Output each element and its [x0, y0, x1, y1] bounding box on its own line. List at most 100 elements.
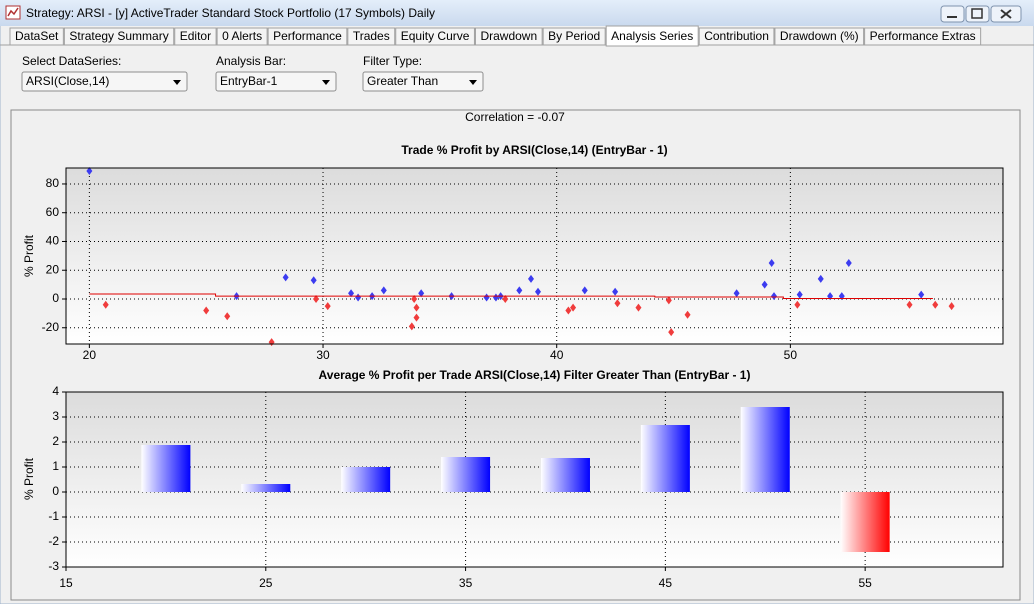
- trade-point: [203, 306, 210, 315]
- bar: [640, 425, 690, 492]
- tab-label[interactable]: Drawdown (%): [780, 29, 859, 43]
- x-tick-label: 20: [83, 348, 97, 362]
- x-tick-label: 15: [59, 576, 73, 590]
- title-bar: [0, 0, 1034, 26]
- average-line: [89, 293, 933, 300]
- tab[interactable]: Performance: [267, 27, 348, 46]
- tab-label[interactable]: Contribution: [704, 29, 769, 43]
- tab[interactable]: Analysis Series: [605, 25, 699, 47]
- tab[interactable]: Equity Curve: [395, 27, 475, 46]
- dropdown-arrow[interactable]: [469, 80, 477, 85]
- bar: [540, 458, 590, 492]
- trade-point: [581, 286, 588, 295]
- trade-point: [324, 302, 331, 311]
- tab[interactable]: Drawdown (%): [774, 27, 865, 46]
- dropdown-value[interactable]: ARSI(Close,14): [26, 74, 109, 88]
- dropdown-arrow[interactable]: [173, 80, 181, 85]
- x-tick-label: 35: [459, 576, 473, 590]
- tab[interactable]: Contribution: [698, 27, 775, 46]
- tab-body[interactable]: [9, 27, 64, 46]
- tab[interactable]: Performance Extras: [864, 27, 982, 46]
- dropdown[interactable]: Greater Than: [362, 71, 484, 92]
- dropdown-value[interactable]: Greater Than: [367, 74, 438, 88]
- trade-point: [516, 286, 523, 295]
- tab-body[interactable]: [605, 25, 699, 47]
- tab-body[interactable]: [395, 27, 475, 46]
- trade-point: [224, 312, 231, 321]
- tab[interactable]: Trades: [347, 27, 396, 46]
- trade-point: [408, 322, 415, 331]
- bar: [141, 445, 191, 492]
- trade-point: [411, 294, 418, 303]
- bar: [441, 457, 491, 492]
- dropdown[interactable]: ARSI(Close,14): [21, 71, 188, 92]
- y-tick-label: -1: [48, 509, 59, 523]
- y-tick-label: 20: [46, 262, 60, 276]
- tab-label[interactable]: Trades: [353, 29, 390, 43]
- tab-body[interactable]: [698, 27, 775, 46]
- trade-point: [492, 293, 499, 302]
- bar: [740, 407, 790, 492]
- dropdown-box[interactable]: [362, 71, 484, 92]
- tab-label[interactable]: Performance Extras: [870, 29, 976, 43]
- control-label: Filter Type:: [363, 54, 422, 68]
- trade-point: [612, 287, 619, 296]
- y-tick-label: 0: [52, 484, 59, 498]
- tab-label[interactable]: 0 Alerts: [222, 29, 262, 43]
- y-tick-label: 0: [52, 291, 59, 305]
- trade-point: [413, 303, 420, 312]
- trade-point: [733, 289, 740, 298]
- tab-label[interactable]: DataSet: [15, 29, 59, 43]
- tab[interactable]: By Period: [542, 27, 606, 46]
- tab-label[interactable]: Drawdown: [480, 29, 537, 43]
- trade-point: [380, 286, 387, 295]
- tab-label[interactable]: By Period: [548, 29, 600, 43]
- tab-body[interactable]: [63, 27, 175, 46]
- chart-title: Trade % Profit by ARSI(Close,14) (EntryB…: [401, 143, 667, 157]
- tab-body[interactable]: [174, 27, 217, 46]
- tab-label[interactable]: Strategy Summary: [69, 29, 168, 43]
- tab[interactable]: Strategy Summary: [63, 27, 175, 46]
- trade-point: [684, 310, 691, 319]
- dropdown-box[interactable]: [21, 71, 188, 92]
- y-tick-label: 1: [52, 459, 59, 473]
- tab[interactable]: Editor: [174, 27, 217, 46]
- close-glyph: [1000, 9, 1012, 19]
- trade-point: [565, 306, 572, 315]
- correlation: Correlation = -0.07: [465, 110, 565, 124]
- trade-point: [614, 299, 621, 308]
- dropdown-box[interactable]: [215, 71, 337, 92]
- tab-body[interactable]: [864, 27, 982, 46]
- trade-point: [948, 302, 955, 311]
- dropdown[interactable]: EntryBar-1: [215, 71, 337, 92]
- trade-point: [794, 300, 801, 309]
- control-label: Analysis Bar:: [216, 54, 286, 68]
- tab-body[interactable]: [267, 27, 348, 46]
- dropdown-value[interactable]: EntryBar-1: [220, 74, 278, 88]
- minimize-button[interactable]: [940, 5, 965, 23]
- x-tick-label: 25: [259, 576, 273, 590]
- bar: [341, 467, 391, 492]
- tab-body[interactable]: [347, 27, 396, 46]
- tab-label[interactable]: Analysis Series: [611, 29, 693, 43]
- tab-body[interactable]: [474, 27, 543, 46]
- tab-body[interactable]: [542, 27, 606, 46]
- chart-title: Average % Profit per Trade ARSI(Close,14…: [319, 368, 751, 382]
- tab-label[interactable]: Editor: [180, 29, 211, 43]
- trade-point: [527, 274, 534, 283]
- tab[interactable]: 0 Alerts: [216, 27, 268, 46]
- x-tick-label: 30: [316, 348, 330, 362]
- dropdown-arrow[interactable]: [322, 80, 330, 85]
- window-buttons[interactable]: [940, 5, 1022, 23]
- trade-point: [535, 287, 542, 296]
- x-tick-label: 40: [550, 348, 564, 362]
- tab-label[interactable]: Performance: [273, 29, 342, 43]
- restore-glyph: [971, 8, 983, 19]
- y-tick-label: -2: [48, 534, 59, 548]
- tab[interactable]: DataSet: [9, 27, 64, 46]
- tab-body[interactable]: [774, 27, 865, 46]
- tab-body[interactable]: [216, 27, 268, 46]
- tab-label[interactable]: Equity Curve: [401, 29, 470, 43]
- tab[interactable]: Drawdown: [474, 27, 543, 46]
